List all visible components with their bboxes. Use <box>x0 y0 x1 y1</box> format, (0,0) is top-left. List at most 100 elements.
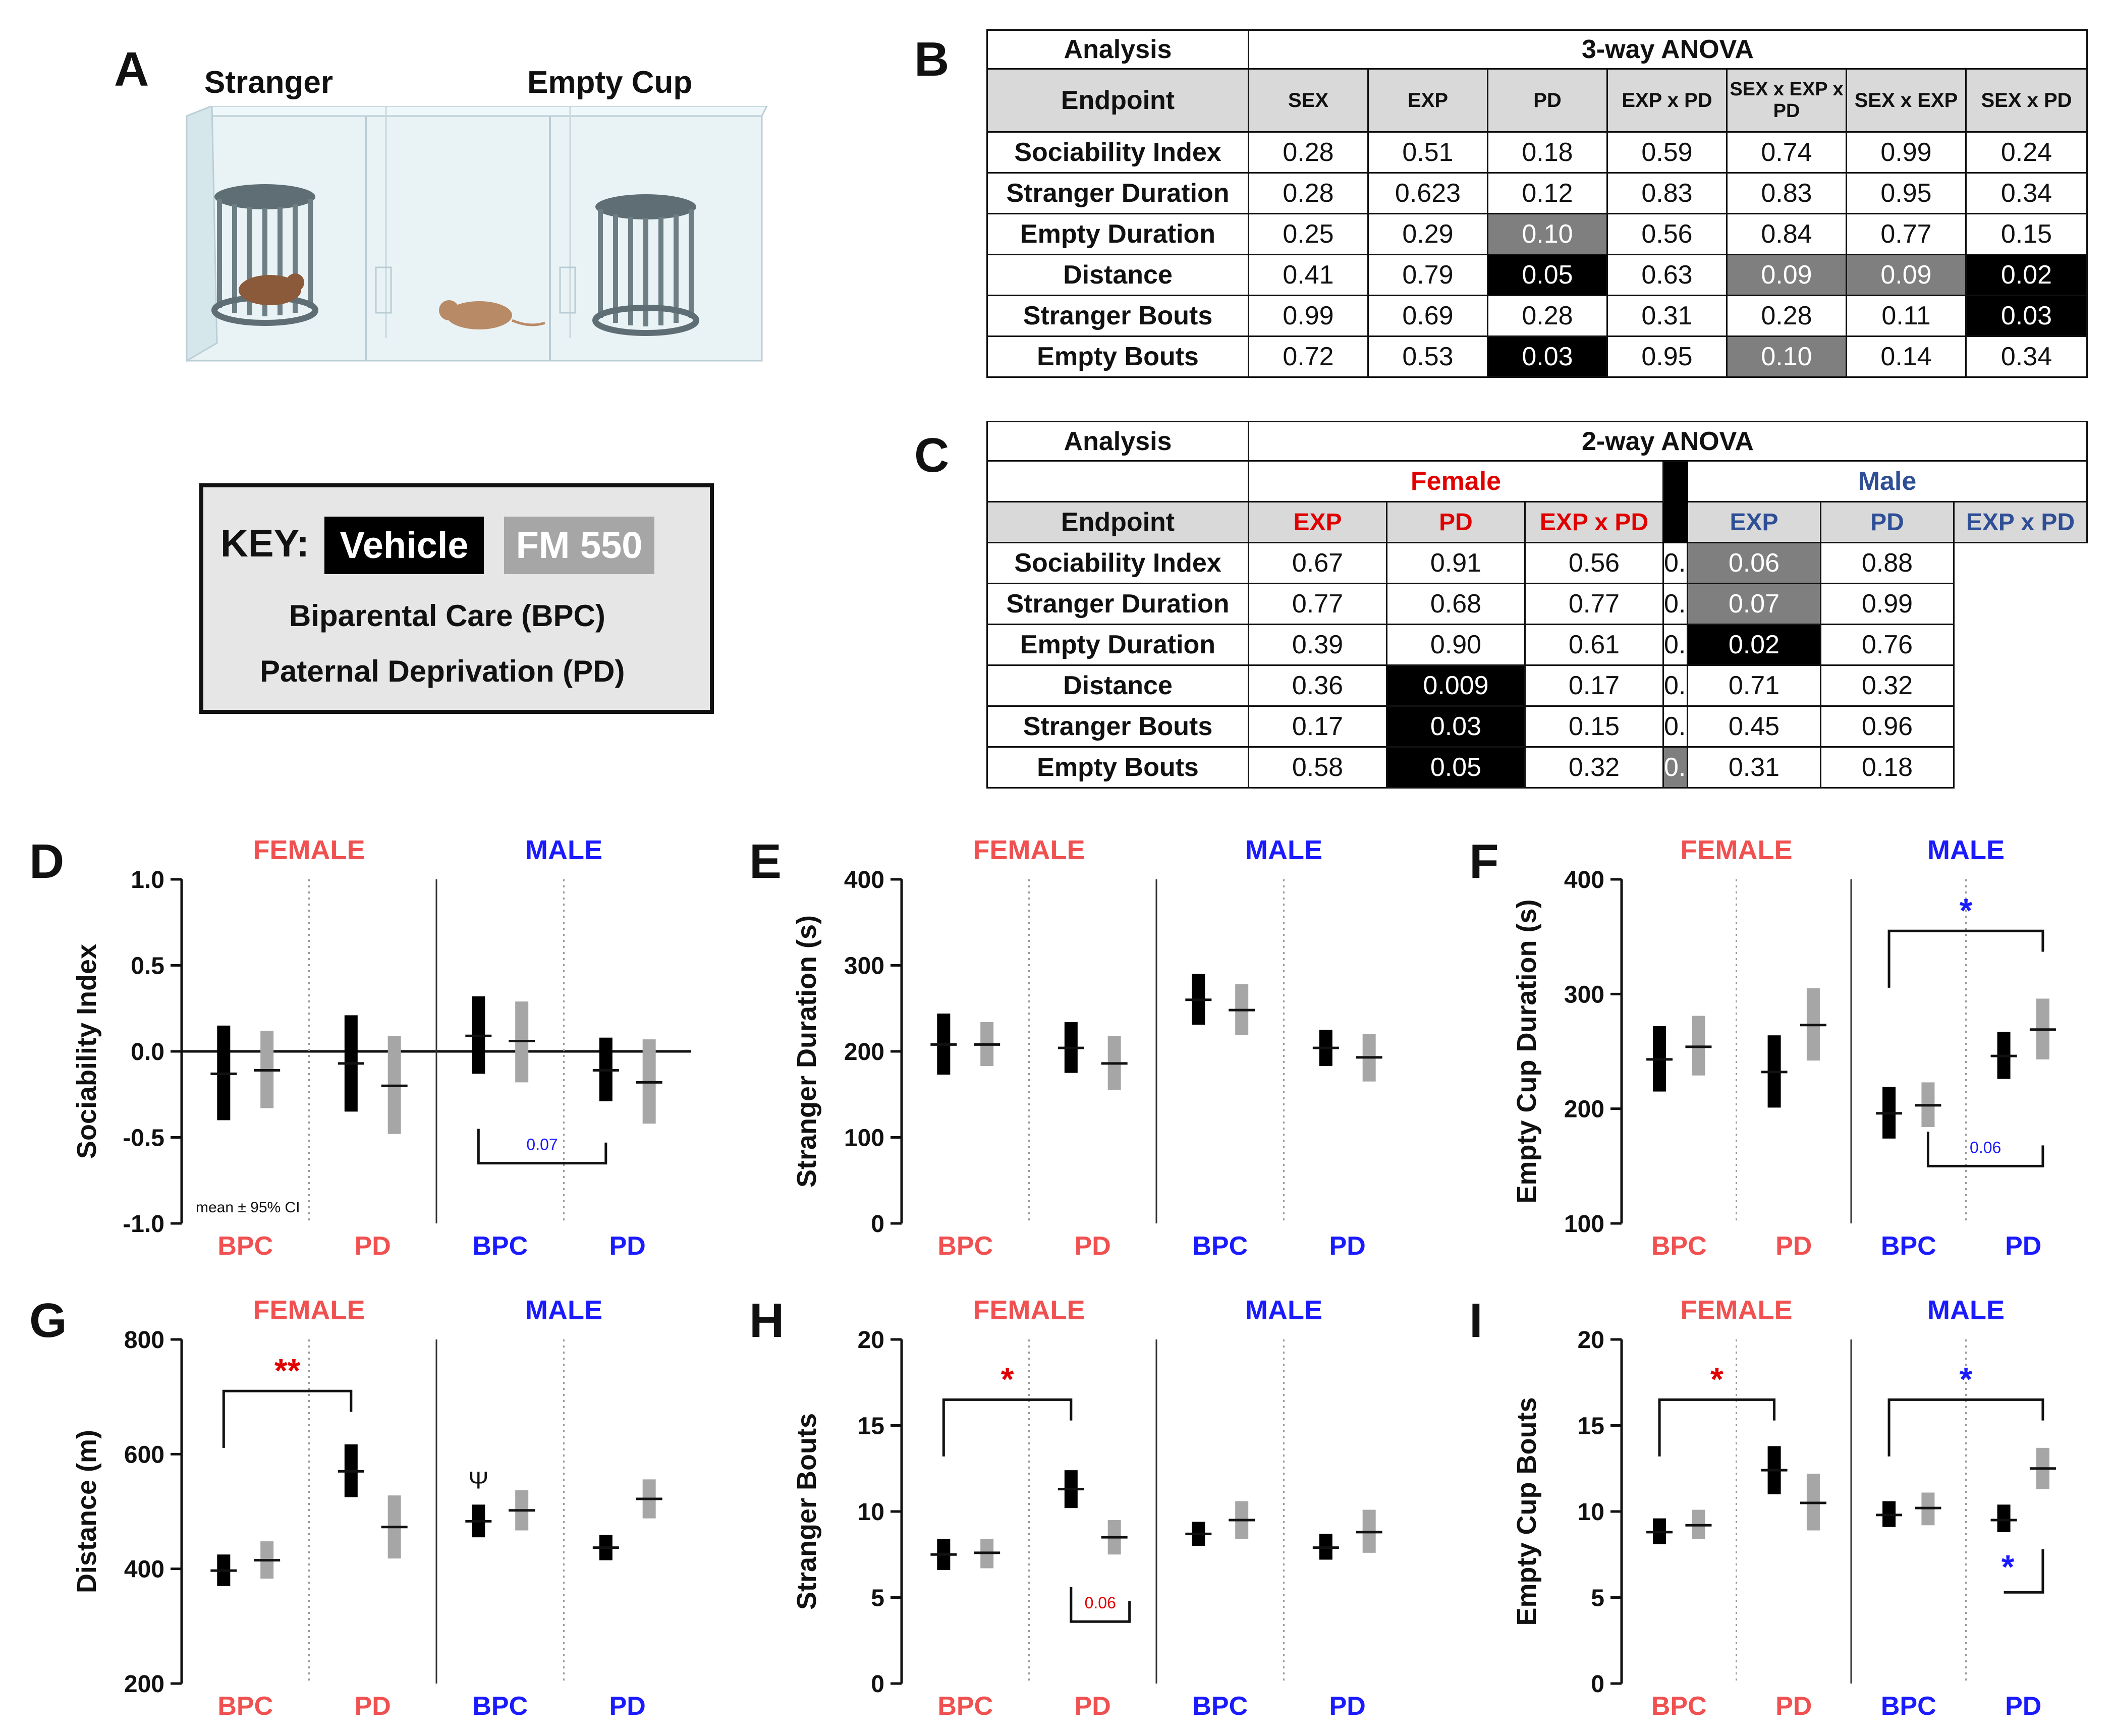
y-tick-label: 5 <box>871 1585 884 1612</box>
category-label: BPC <box>472 1692 528 1721</box>
group-label-female: FEMALE <box>973 1295 1085 1325</box>
table-c-cell: 0.54 <box>1662 624 1688 666</box>
table-b-cell: 0.77 <box>1846 213 1967 255</box>
y-axis-label: Stranger Duration (s) <box>792 915 822 1188</box>
panel-label-i: I <box>1469 1294 1483 1348</box>
table-b-cell: 0.99 <box>1846 131 1967 174</box>
table-c-cell: 0.56 <box>1524 542 1664 584</box>
category-label: BPC <box>937 1231 993 1261</box>
table-c-row-endpoint: Sociability Index <box>986 542 1249 584</box>
y-tick-label: 5 <box>1591 1585 1604 1612</box>
panel-label-b: B <box>914 32 950 86</box>
table-c-cell: 0.03 <box>1386 705 1526 748</box>
category-label: PD <box>2005 1231 2041 1261</box>
table-b-col-header: EXP x PD <box>1606 68 1728 133</box>
category-label: PD <box>1075 1231 1111 1261</box>
significance-label: * <box>1960 1360 1973 1397</box>
table-c-row-endpoint: Empty Duration <box>986 624 1249 666</box>
table-c-cell: 0.02 <box>1687 624 1821 666</box>
table-b-row: Empty Duration 0.25 0.29 0.10 0.56 0.84 0.77 0.… <box>986 213 2088 255</box>
y-tick-label: 10 <box>858 1499 884 1526</box>
group-label-female: FEMALE <box>1681 835 1793 865</box>
table-c-cell: 0.96 <box>1820 705 1955 748</box>
table-b-cell: 0.34 <box>1965 172 2088 214</box>
table-b-cell: 0.05 <box>1487 254 1608 296</box>
table-b-analysis-value: 3-way ANOVA <box>1248 29 2088 70</box>
significance-label: ** <box>274 1352 301 1389</box>
trend-label: 0.06 <box>1970 1138 2001 1156</box>
panel-label-h: H <box>749 1294 785 1348</box>
table-c-cell: 0.39 <box>1248 624 1387 666</box>
group-label-male: MALE <box>1245 1295 1322 1325</box>
panel-label-f: F <box>1469 834 1499 888</box>
table-b-cell: 0.18 <box>1487 131 1608 174</box>
category-label: BPC <box>1651 1231 1707 1261</box>
category-label: PD <box>609 1231 646 1261</box>
y-tick-label: 300 <box>844 953 884 980</box>
table-c-cell: 0.31 <box>1687 746 1821 789</box>
y-tick-label: 200 <box>1564 1096 1604 1123</box>
y-tick-label: 15 <box>858 1413 884 1440</box>
table-b-col-header: PD <box>1487 68 1608 133</box>
category-label: BPC <box>217 1231 273 1261</box>
y-tick-label: 300 <box>1564 981 1604 1008</box>
significance-bracket <box>1658 1398 1776 1457</box>
y-tick-label: -1.0 <box>123 1211 164 1238</box>
table-c-cell: 0.77 <box>1248 583 1387 625</box>
table-c-cell: 0.90 <box>1386 624 1526 666</box>
group-label-male: MALE <box>1927 1295 2005 1325</box>
category-label: BPC <box>1881 1692 1936 1721</box>
table-c-analysis-value: 2-way ANOVA <box>1248 421 2088 462</box>
table-b-cell: 0.72 <box>1248 335 1369 378</box>
table-b-cell: 0.69 <box>1367 295 1488 337</box>
table-b-col-header: SEX x EXP x PD <box>1726 68 1847 133</box>
table-c-col-header: PD <box>1386 501 1526 543</box>
y-tick-label: 0 <box>1591 1671 1604 1698</box>
table-c-cell: 0.62 <box>1662 542 1688 584</box>
y-tick-label: 200 <box>124 1671 164 1698</box>
table-b-analysis-label: Analysis <box>986 29 1249 70</box>
table-b-cell: 0.03 <box>1487 335 1608 378</box>
group-label-female: FEMALE <box>253 1295 365 1325</box>
empty-cup-label: Empty Cup <box>527 65 693 100</box>
trend-label: 0.06 <box>1085 1594 1116 1612</box>
category-label: BPC <box>217 1692 273 1721</box>
y-axis-label: Empty Cup Bouts <box>1512 1397 1542 1626</box>
table-b-cell: 0.83 <box>1606 172 1728 214</box>
category-label: BPC <box>472 1231 528 1261</box>
significance-label: * <box>1960 891 1973 929</box>
table-b-cell: 0.63 <box>1606 254 1728 296</box>
table-c-col-header: EXP <box>1687 501 1821 543</box>
key-bpc: Biparental Care (BPC) <box>289 599 605 633</box>
table-b-col-header: SEX <box>1248 68 1369 133</box>
category-label: PD <box>2005 1692 2041 1721</box>
table-b-cell: 0.03 <box>1965 295 2088 337</box>
table-b-cell: 0.15 <box>1965 213 2088 255</box>
stranger-label: Stranger <box>204 65 333 100</box>
table-3way-anova: Analysis 3-way ANOVA Endpoint SEX EXP PD EX… <box>986 29 2088 378</box>
stranger-cage <box>211 184 318 326</box>
y-axis-label: Sociability Index <box>72 944 102 1159</box>
category-label: BPC <box>1192 1692 1248 1721</box>
table-c-male-label: Male <box>1687 460 2088 502</box>
table-b-cell: 0.11 <box>1846 295 1967 337</box>
significance-label: * <box>1001 1360 1014 1397</box>
y-tick-label: 0.0 <box>131 1039 164 1066</box>
table-b-cell: 0.02 <box>1965 254 2088 296</box>
y-tick-label: 1.0 <box>131 867 164 893</box>
trend-label: 0.07 <box>526 1136 558 1154</box>
table-c-col-header: EXP <box>1248 501 1387 543</box>
category-label: PD <box>355 1692 391 1721</box>
table-c-cell: 0.11 <box>1662 664 1688 707</box>
table-c-cell: 0.61 <box>1524 624 1664 666</box>
panel-label-c: C <box>914 428 950 482</box>
table-c-row-endpoint: Empty Bouts <box>986 746 1249 789</box>
significance-label: * <box>1710 1360 1723 1397</box>
y-tick-label: 600 <box>124 1441 164 1468</box>
group-label-male: MALE <box>525 1295 602 1325</box>
table-c-cell: 0.38 <box>1662 705 1688 748</box>
category-label: BPC <box>1192 1231 1248 1261</box>
table-c-cell: 0.91 <box>1386 542 1526 584</box>
